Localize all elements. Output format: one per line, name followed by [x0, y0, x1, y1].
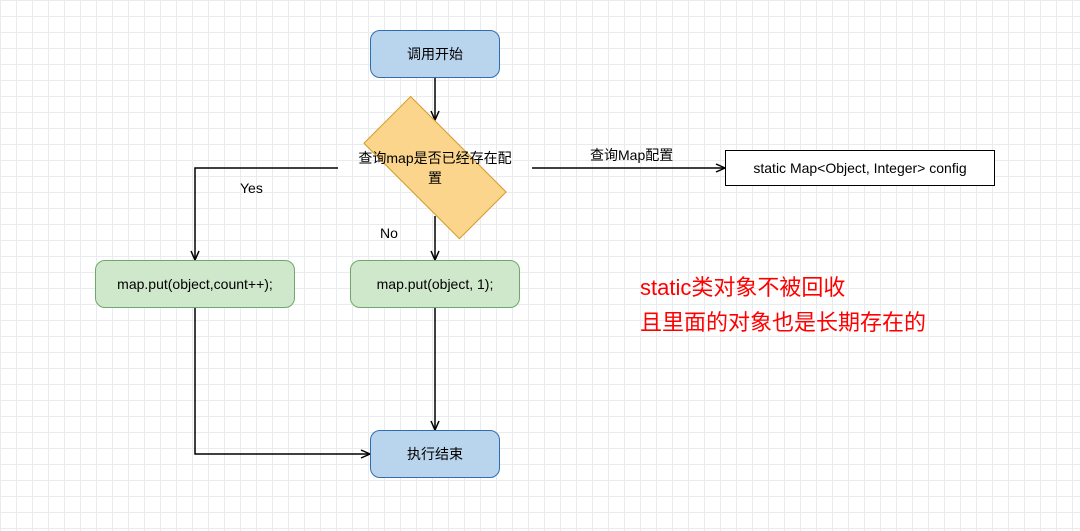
- annotation-line2: 且里面的对象也是长期存在的: [640, 305, 926, 340]
- annotation-text: static类对象不被回收 且里面的对象也是长期存在的: [640, 270, 926, 340]
- node-decision: 查询map是否已经存在配置: [338, 120, 532, 216]
- node-put-one: map.put(object, 1);: [350, 260, 520, 308]
- node-end-label: 执行结束: [407, 444, 463, 464]
- node-end: 执行结束: [370, 430, 500, 478]
- node-decision-label: 查询map是否已经存在配置: [357, 148, 512, 188]
- node-put-incr-label: map.put(object,count++);: [117, 276, 273, 292]
- node-config-label: static Map<Object, Integer> config: [753, 160, 966, 176]
- edge: [195, 308, 370, 454]
- node-start: 调用开始: [370, 30, 500, 78]
- edge-label-no: No: [380, 225, 398, 241]
- node-put-one-label: map.put(object, 1);: [377, 276, 494, 292]
- edge-label-query-config: 查询Map配置: [590, 145, 673, 165]
- edge: [195, 168, 338, 260]
- edge-label-yes: Yes: [240, 180, 263, 196]
- node-start-label: 调用开始: [407, 44, 463, 64]
- annotation-line1: static类对象不被回收: [640, 270, 926, 305]
- node-put-incr: map.put(object,count++);: [95, 260, 295, 308]
- node-config: static Map<Object, Integer> config: [725, 150, 995, 186]
